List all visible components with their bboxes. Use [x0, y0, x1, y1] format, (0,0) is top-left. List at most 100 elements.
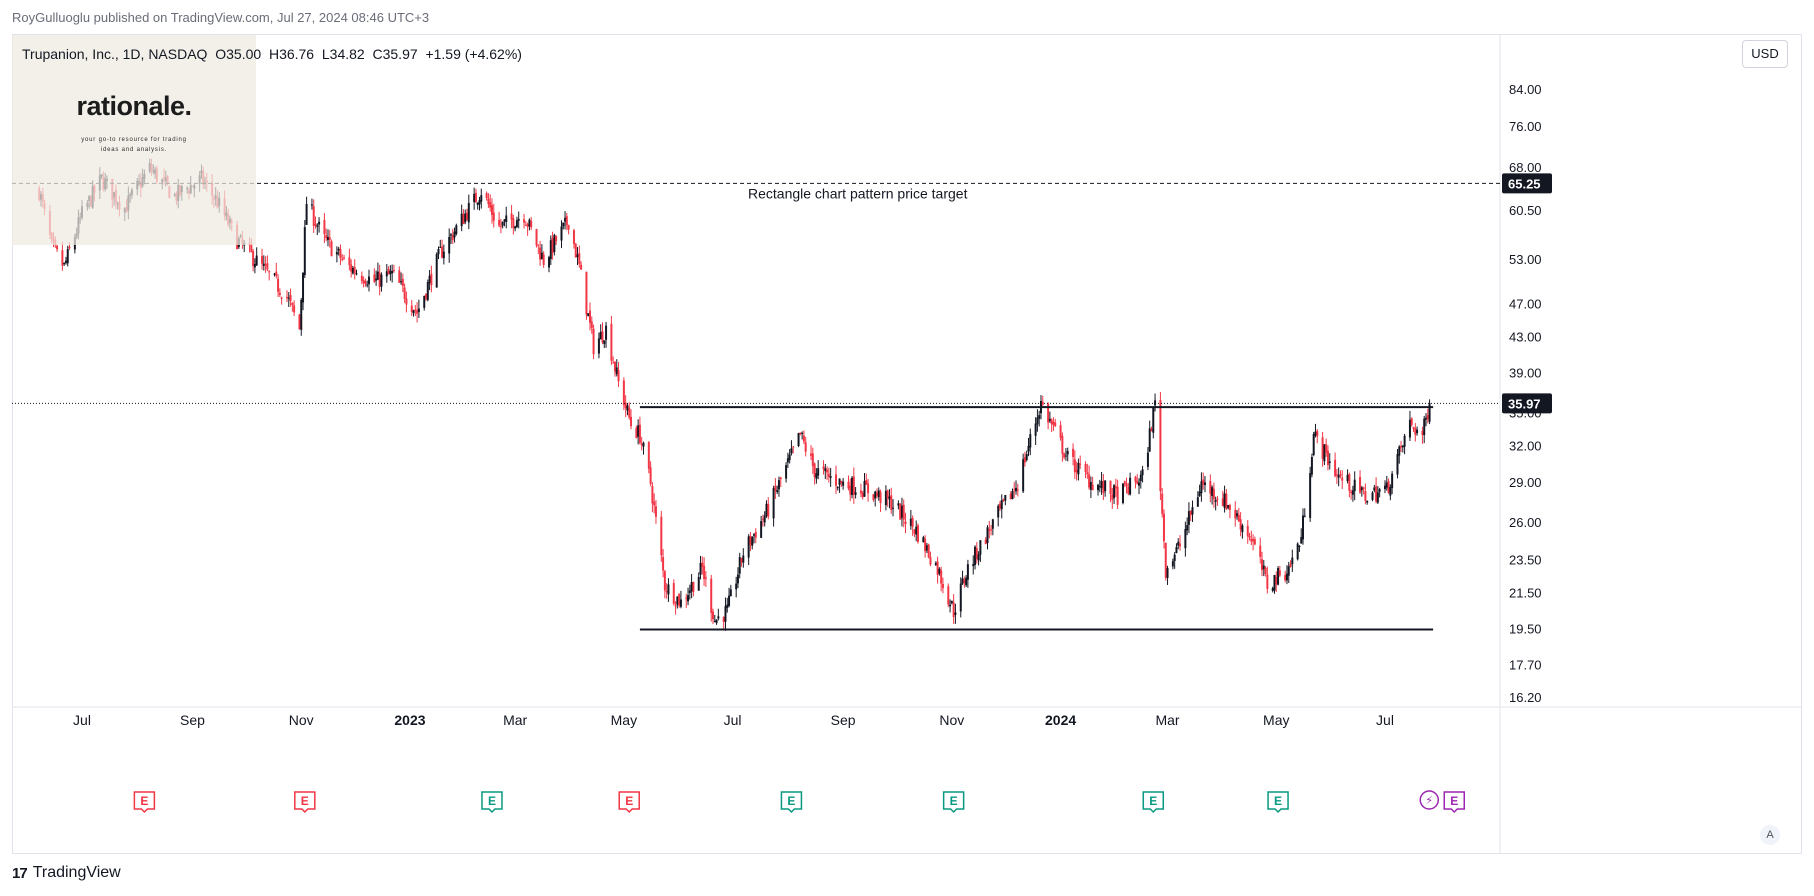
candle-body — [998, 503, 1001, 509]
candle-body — [712, 611, 715, 620]
rationale-tagline: your go-to resource for trading ideas an… — [81, 137, 187, 153]
candle-body — [740, 558, 743, 563]
candle-body — [824, 468, 827, 472]
candle-body — [904, 521, 907, 524]
candle-body — [435, 254, 438, 288]
candle-body — [492, 212, 495, 221]
candle-body — [410, 305, 413, 313]
candle-body — [1138, 482, 1141, 486]
candle-body — [1314, 431, 1317, 436]
tradingview-mark-icon: 17 — [12, 864, 28, 882]
candle-body — [273, 273, 276, 275]
earnings-marker-icon — [481, 791, 503, 814]
candle-body — [1296, 543, 1299, 560]
candle-body — [959, 583, 962, 612]
candle-body — [1378, 489, 1381, 492]
candle-body — [326, 237, 329, 241]
candle-body — [774, 485, 777, 491]
candle-body — [1023, 457, 1026, 463]
candle-body — [697, 576, 700, 591]
candle-body — [1261, 559, 1264, 571]
candle-body — [776, 490, 779, 493]
candle-body — [1298, 545, 1301, 547]
candle-body — [590, 321, 593, 329]
currency-button[interactable]: USD — [1742, 40, 1788, 68]
candle-body — [1089, 482, 1092, 490]
candle-body — [442, 251, 445, 259]
candle-body — [323, 220, 326, 234]
candle-body — [1337, 475, 1340, 478]
candle-body — [474, 192, 477, 203]
candle-body — [1414, 428, 1417, 435]
candle-body — [813, 463, 816, 478]
candle-body — [1111, 494, 1114, 500]
candle-body — [842, 481, 845, 486]
candle-body — [1303, 515, 1306, 517]
candle-body — [815, 473, 818, 479]
candle-body — [1428, 403, 1431, 422]
candle-body — [851, 477, 854, 496]
candle-body — [1029, 434, 1032, 448]
candle-body — [523, 219, 526, 223]
symbol-name[interactable]: Trupanion, Inc., 1D, NASDAQ — [22, 46, 208, 62]
earnings-marker-label: E — [625, 794, 633, 808]
candle-body — [548, 257, 551, 268]
earnings-marker-label: E — [950, 794, 958, 808]
x-tick-label: Jul — [724, 712, 742, 728]
y-tick-label: 19.50 — [1509, 622, 1542, 637]
candle-body — [480, 195, 483, 202]
candle-body — [498, 219, 501, 226]
candle-body — [997, 505, 1000, 518]
candle-body — [1047, 403, 1050, 423]
candle-body — [900, 505, 903, 518]
candle-body — [1285, 573, 1288, 581]
candle-body — [330, 241, 333, 257]
candle-body — [1084, 463, 1087, 473]
candle-body — [1015, 487, 1018, 492]
candle-body — [466, 212, 469, 220]
candle-body — [638, 424, 641, 444]
x-tick-label: May — [1263, 712, 1289, 728]
candle-body — [950, 600, 953, 604]
candle-body — [1236, 513, 1239, 517]
candle-body — [777, 480, 780, 490]
candle-body — [767, 504, 770, 517]
candle-body — [291, 302, 294, 305]
y-tick-label: 43.00 — [1509, 329, 1542, 344]
candle-body — [829, 476, 832, 478]
candle-body — [325, 235, 328, 239]
candle-body — [425, 294, 428, 299]
candle-body — [911, 517, 914, 527]
candle-body — [1396, 454, 1399, 475]
candle-body — [1328, 461, 1331, 464]
candle-body — [1387, 481, 1390, 493]
candle-body — [1241, 525, 1244, 533]
candle-body — [343, 257, 346, 259]
candle-body — [704, 577, 707, 579]
earnings-marker-label: E — [488, 794, 496, 808]
candle-body — [1412, 427, 1415, 429]
candle-body — [1054, 422, 1057, 427]
candle-body — [647, 442, 650, 469]
candle-body — [1063, 453, 1066, 458]
candle-body — [1121, 483, 1124, 504]
candle-body — [1391, 473, 1394, 488]
candle-body — [350, 264, 353, 272]
candle-body — [938, 568, 941, 574]
candle-body — [1077, 462, 1080, 475]
candle-body — [389, 270, 392, 275]
candle-body — [630, 416, 633, 427]
candle-body — [1114, 486, 1117, 489]
candle-body — [587, 313, 590, 317]
candle-body — [253, 263, 256, 268]
candle-body — [986, 527, 989, 543]
auto-scale-button[interactable]: A — [1760, 825, 1780, 845]
candle-body — [940, 570, 943, 584]
candle-body — [1075, 469, 1078, 473]
candle-body — [1253, 539, 1256, 545]
candle-body — [729, 589, 732, 597]
candle-body — [1097, 484, 1100, 491]
tradingview-footer-logo[interactable]: 17 TradingView — [12, 864, 121, 882]
candle-body — [403, 287, 406, 300]
